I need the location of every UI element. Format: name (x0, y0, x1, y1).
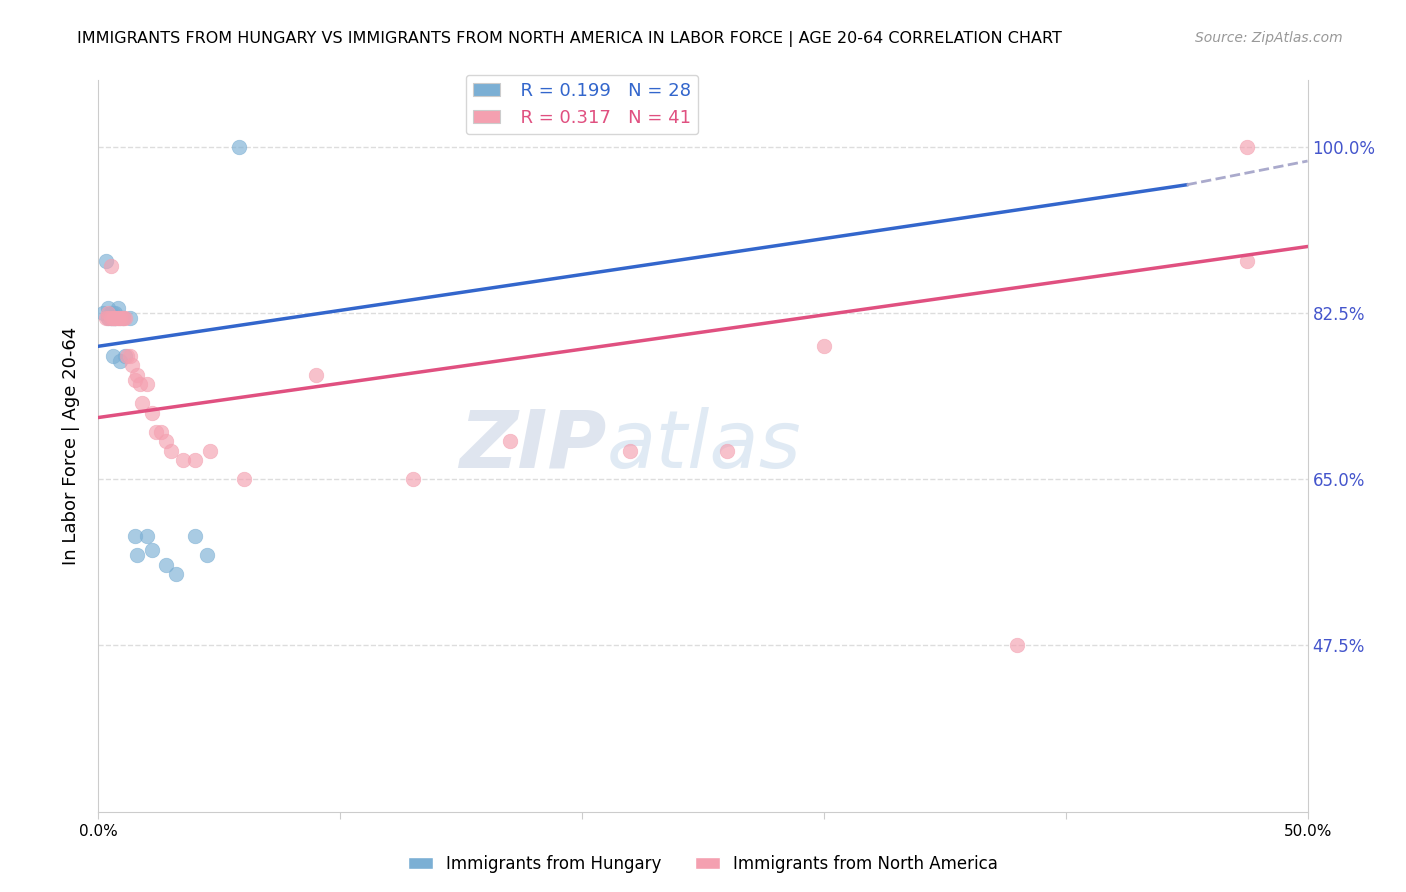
Point (104, 310, 127, 325)
Point (101, 306, 124, 320)
Point (141, 406, 163, 420)
Point (305, 368, 328, 382)
Point (97, 301, 120, 316)
Point (107, 310, 129, 325)
Point (111, 310, 134, 325)
Point (101, 310, 124, 325)
Point (97, 306, 120, 320)
Point (111, 310, 134, 325)
Point (184, 453, 207, 467)
Point (104, 306, 127, 320)
Text: IMMIGRANTS FROM HUNGARY VS IMMIGRANTS FROM NORTH AMERICA IN LABOR FORCE | AGE 20: IMMIGRANTS FROM HUNGARY VS IMMIGRANTS FR… (77, 31, 1062, 47)
Point (104, 310, 127, 325)
Point (111, 310, 134, 325)
Point (97, 310, 120, 325)
Point (195, 548, 218, 562)
Point (100, 310, 122, 325)
Point (104, 310, 127, 325)
Point (101, 310, 124, 325)
Point (813, 339, 835, 353)
Point (1007, 639, 1029, 653)
Point (131, 396, 153, 410)
Point (1236, 140, 1258, 154)
Point (114, 349, 136, 363)
Point (402, 472, 425, 486)
Point (232, 472, 254, 486)
Point (124, 372, 146, 386)
Point (184, 529, 207, 543)
Legend:   R = 0.199   N = 28,   R = 0.317   N = 41: R = 0.199 N = 28, R = 0.317 N = 41 (465, 75, 699, 134)
Point (155, 558, 177, 572)
Text: ZIP: ZIP (458, 407, 606, 485)
Point (94, 253, 117, 268)
Point (100, 310, 122, 325)
Point (107, 310, 129, 325)
Point (716, 443, 738, 458)
Point (135, 529, 157, 543)
Point (121, 358, 143, 372)
Point (145, 425, 167, 439)
Point (155, 434, 177, 449)
Point (135, 377, 157, 392)
Point (165, 567, 187, 582)
Point (108, 310, 131, 325)
Point (1236, 253, 1258, 268)
Point (498, 434, 520, 449)
Point (107, 301, 129, 316)
Point (101, 349, 124, 363)
Point (114, 310, 136, 325)
Point (141, 543, 163, 558)
Point (117, 349, 139, 363)
Point (124, 529, 146, 543)
Point (118, 349, 141, 363)
Point (127, 368, 149, 382)
Point (101, 310, 124, 325)
Point (160, 443, 183, 458)
Text: Source: ZipAtlas.com: Source: ZipAtlas.com (1195, 31, 1343, 45)
Point (118, 310, 141, 325)
Point (100, 259, 122, 273)
Point (172, 453, 194, 467)
Point (150, 425, 173, 439)
Point (198, 443, 221, 458)
Text: atlas: atlas (606, 407, 801, 485)
Point (100, 310, 122, 325)
Point (108, 353, 131, 368)
Legend: Immigrants from Hungary, Immigrants from North America: Immigrants from Hungary, Immigrants from… (401, 848, 1005, 880)
Point (104, 310, 127, 325)
Point (97, 310, 120, 325)
Point (94, 310, 117, 325)
Point (228, 140, 250, 154)
Y-axis label: In Labor Force | Age 20-64: In Labor Force | Age 20-64 (62, 326, 80, 566)
Point (91, 306, 114, 320)
Point (128, 377, 150, 392)
Point (108, 310, 131, 325)
Point (100, 306, 122, 320)
Point (619, 443, 641, 458)
Point (127, 548, 149, 562)
